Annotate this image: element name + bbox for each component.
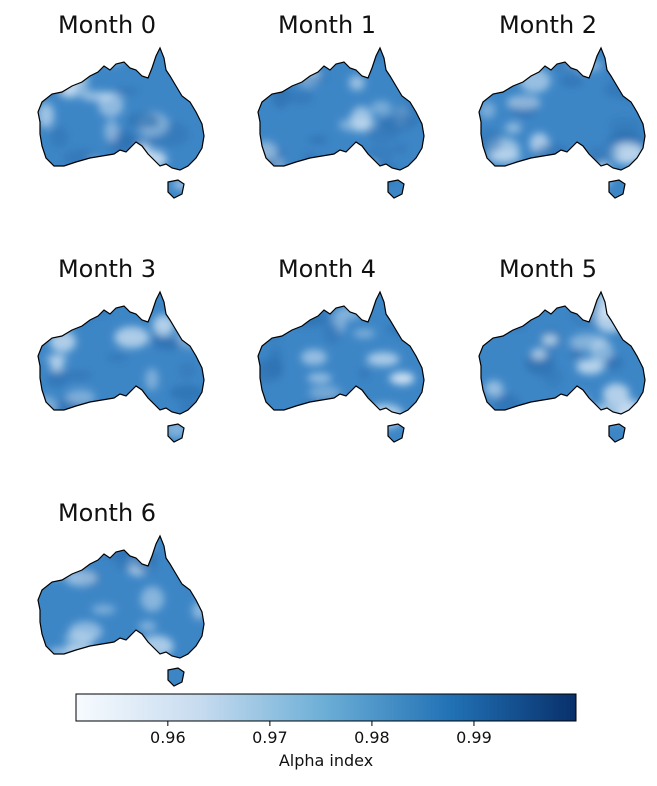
map-fill xyxy=(38,536,204,686)
map-panel-month-2: Month 2 xyxy=(459,10,657,210)
map-fill xyxy=(38,48,204,198)
map-panel-month-5: Month 5 xyxy=(459,254,657,454)
map-fill xyxy=(258,292,424,442)
colorbar-label: Alpha index xyxy=(279,751,373,770)
map-fill xyxy=(479,48,645,198)
coastline xyxy=(257,290,425,415)
coastline xyxy=(167,667,185,687)
map-panel-month-4: Month 4 xyxy=(238,254,448,454)
map-panel-month-6: Month 6 xyxy=(18,498,228,698)
australia-map xyxy=(478,46,646,199)
coastline xyxy=(608,423,626,443)
coastline xyxy=(608,179,626,199)
map-panel-month-0: Month 0 xyxy=(18,10,228,210)
colorbar-ticks: 0.96 0.97 0.98 0.99 xyxy=(150,721,492,747)
colorbar-tick-label: 0.99 xyxy=(456,728,492,747)
coastline xyxy=(387,179,405,199)
panel-title: Month 3 xyxy=(57,255,157,283)
map-fill xyxy=(258,48,424,198)
colorbar-gradient xyxy=(75,693,577,722)
australia-map xyxy=(37,46,205,199)
panel-title: Month 6 xyxy=(57,499,157,527)
map-fill xyxy=(479,292,645,442)
coastline xyxy=(167,179,185,199)
map-fill xyxy=(38,292,204,442)
coastline xyxy=(37,534,205,659)
coastline xyxy=(37,46,205,171)
panel-title: Month 2 xyxy=(498,11,598,39)
australia-map xyxy=(37,534,205,687)
coastline xyxy=(387,423,405,443)
australia-map xyxy=(257,290,425,443)
map-panel-month-3: Month 3 xyxy=(18,254,228,454)
coastline xyxy=(478,290,646,415)
panel-title: Month 4 xyxy=(277,255,377,283)
panel-title: Month 0 xyxy=(57,11,157,39)
colorbar-tick-label: 0.98 xyxy=(354,728,390,747)
coastline xyxy=(257,46,425,171)
coastline xyxy=(37,290,205,415)
australia-map xyxy=(257,46,425,199)
colorbar-tick-label: 0.97 xyxy=(252,728,288,747)
colorbar-tick-label: 0.96 xyxy=(150,728,186,747)
map-panel-month-1: Month 1 xyxy=(238,10,448,210)
coastline xyxy=(478,46,646,171)
panel-title: Month 5 xyxy=(498,255,598,283)
panel-title: Month 1 xyxy=(277,11,377,39)
coastline xyxy=(167,423,185,443)
australia-map xyxy=(478,290,646,443)
australia-map xyxy=(37,290,205,443)
